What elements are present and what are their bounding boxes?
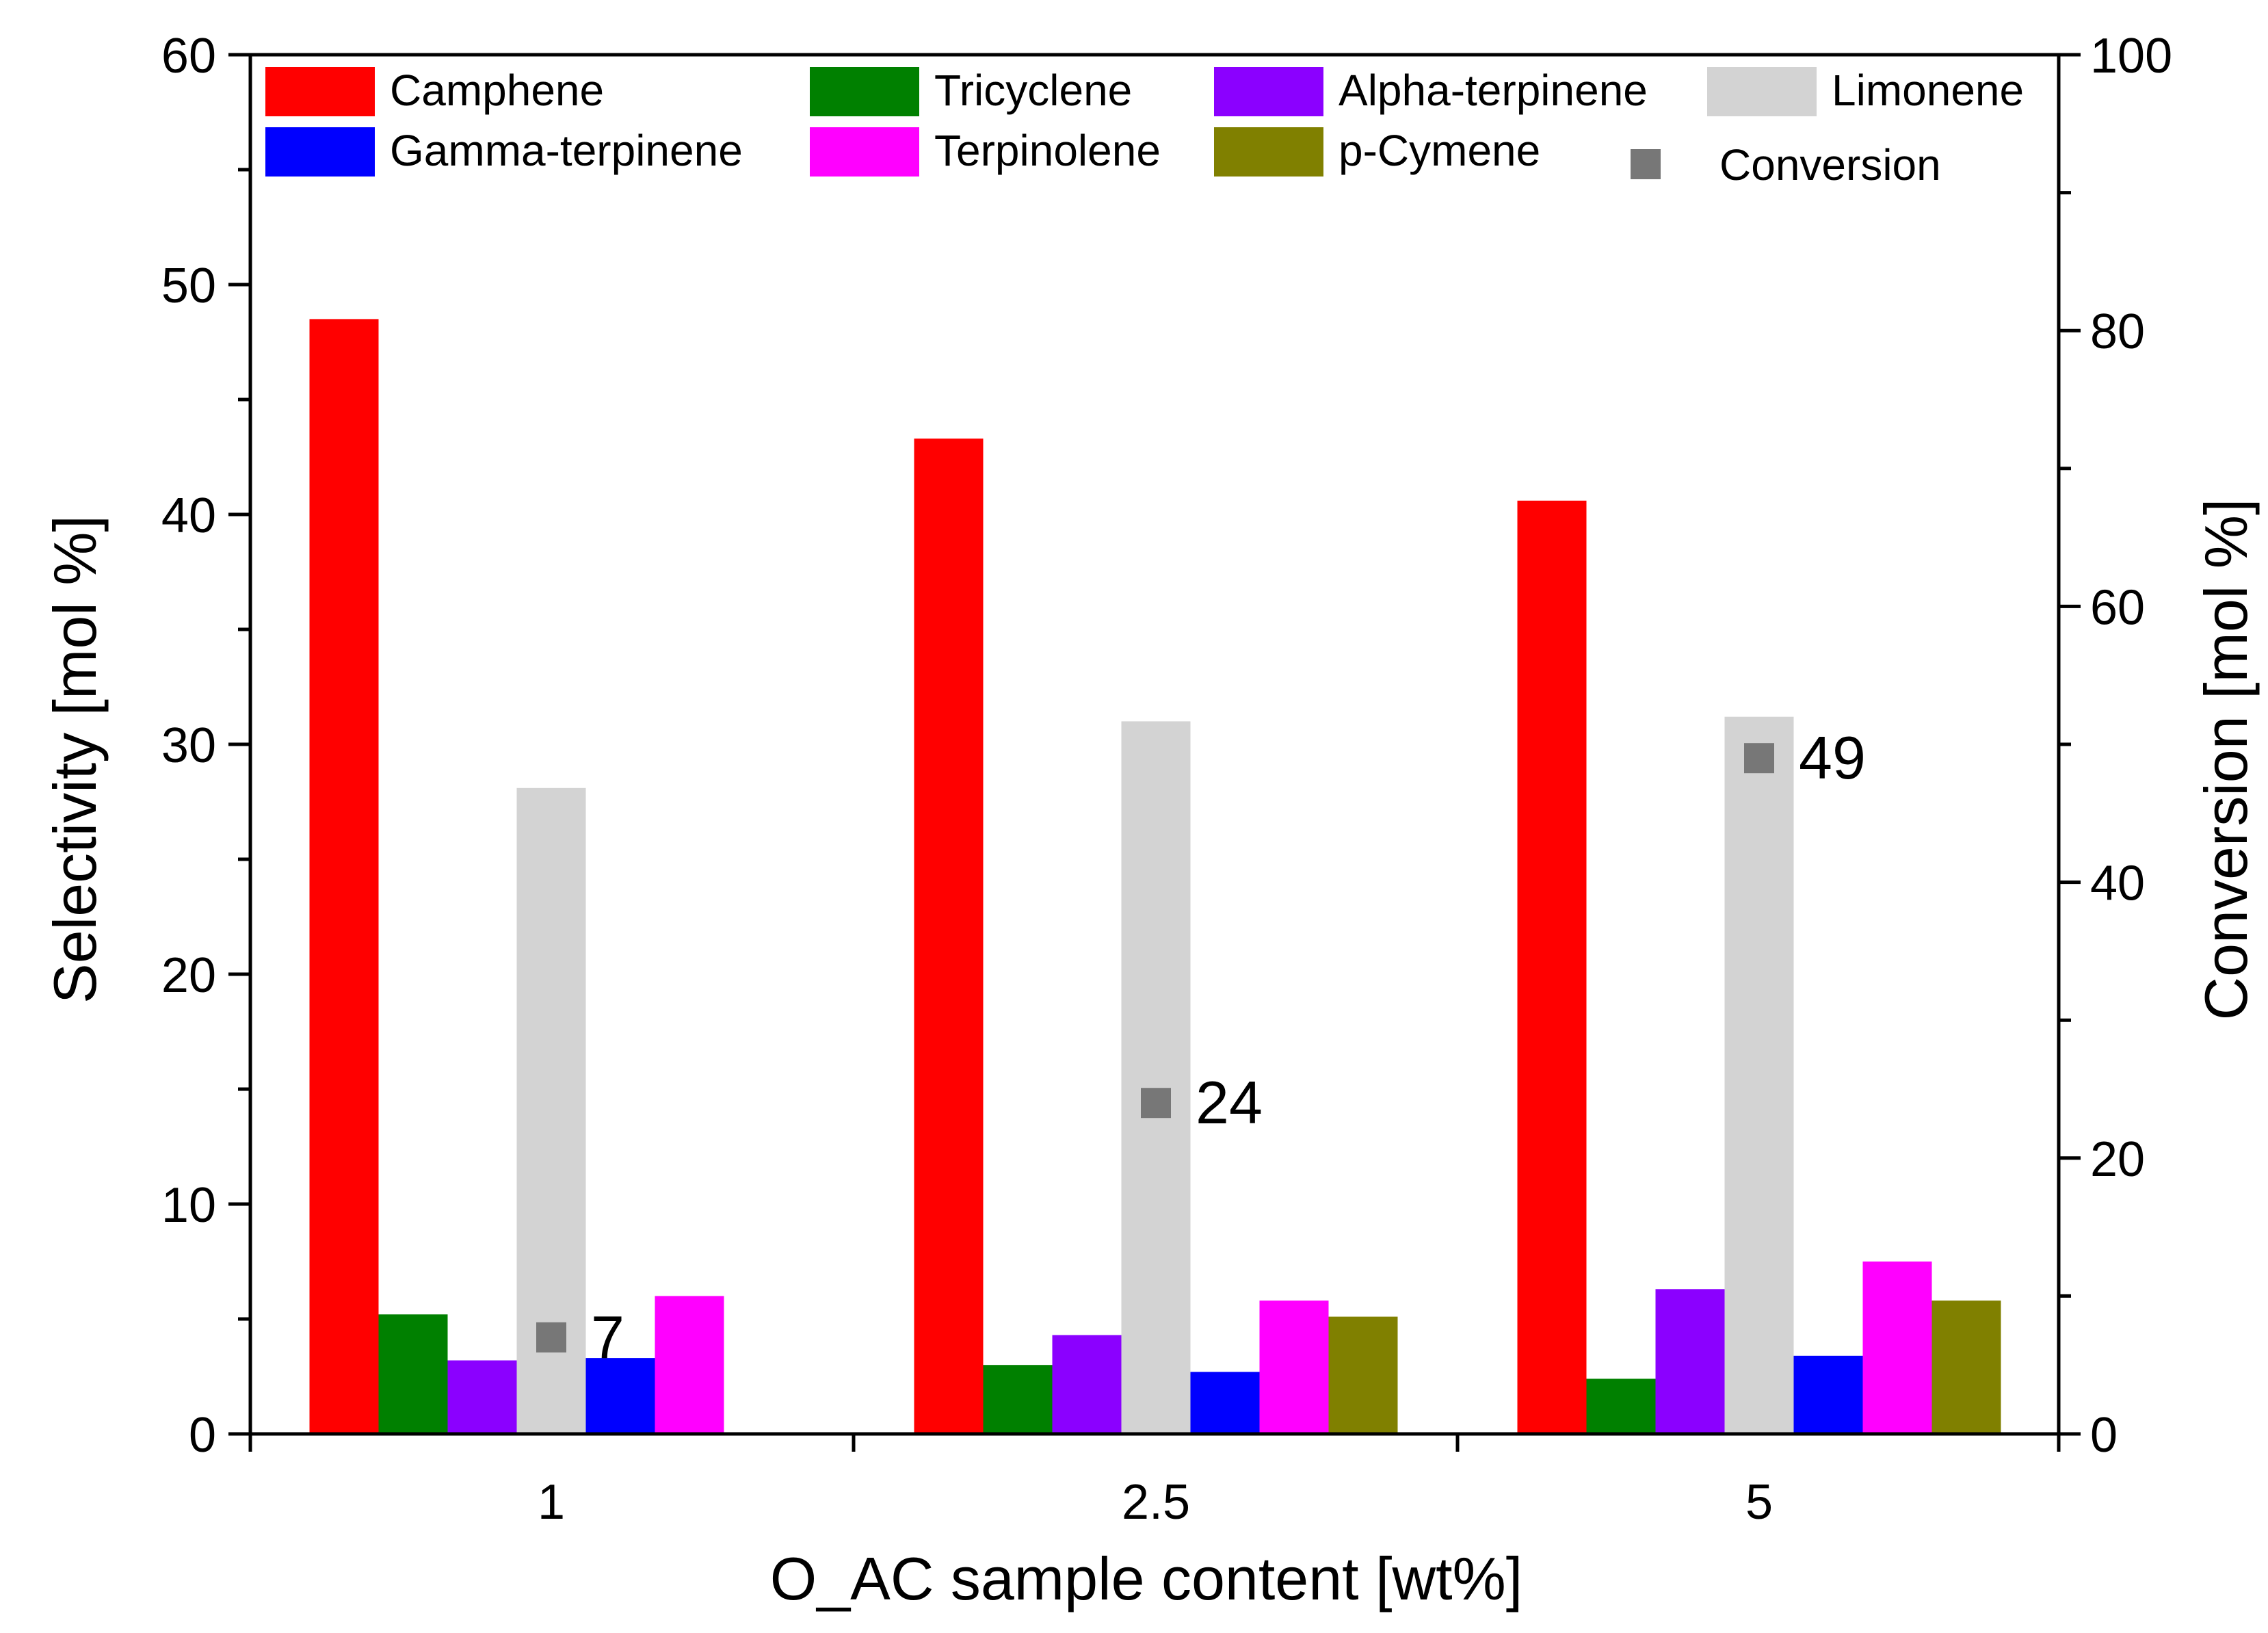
y-axis-title: Selectivity [mol %]: [41, 515, 109, 1004]
y-tick-label: 0: [189, 1408, 216, 1463]
legend-label: Gamma-terpinene: [390, 126, 743, 175]
bar-limonene-2: [1725, 717, 1794, 1434]
bar-p-cymene-2: [1932, 1301, 2001, 1434]
bar-p-cymene-1: [1329, 1317, 1398, 1434]
legend-label: Limonene: [1832, 66, 2024, 115]
bar-alpha-terpinene-0: [448, 1361, 517, 1435]
y2-tick-label: 80: [2090, 304, 2145, 359]
bar-tricyclene-1: [984, 1365, 1053, 1434]
y-tick-label: 60: [161, 29, 216, 83]
x-tick-label: 2.5: [1122, 1475, 1190, 1530]
bar-alpha-terpinene-2: [1656, 1289, 1725, 1434]
bar-limonene-1: [1122, 721, 1191, 1434]
legend-swatch: [810, 67, 919, 116]
y2-tick-label: 60: [2090, 580, 2145, 635]
selectivity-conversion-chart: 0 10 20 30 40 50 60 0 20 40 60 80 100 1 2.5 5 7 24 49 Cam…: [0, 0, 2268, 1633]
legend-swatch: [265, 127, 375, 177]
legend-swatch: [1214, 127, 1323, 177]
legend-label: Tricyclene: [934, 66, 1132, 115]
legend-label: Camphene: [390, 66, 604, 115]
bar-terpinolene-2: [1863, 1262, 1932, 1434]
legend-label: Terpinolene: [934, 126, 1161, 175]
conversion-data-label: 49: [1799, 724, 1866, 792]
conversion-marker: [536, 1322, 566, 1353]
x-tick-label: 1: [538, 1475, 565, 1530]
bar-alpha-terpinene-1: [1053, 1335, 1122, 1435]
conversion-data-label: 7: [591, 1303, 624, 1371]
y2-tick-label: 20: [2090, 1132, 2145, 1187]
conversion-data-label: 24: [1196, 1069, 1263, 1136]
legend-label-conversion: Conversion: [1719, 140, 1941, 190]
bar-tricyclene-2: [1587, 1379, 1656, 1434]
x-tick-label: 5: [1745, 1475, 1773, 1530]
bar-camphene-1: [914, 439, 984, 1434]
y-tick-label: 40: [161, 488, 216, 543]
legend-label: Alpha-terpinene: [1339, 66, 1648, 115]
y2-tick-label: 100: [2090, 29, 2172, 83]
legend-swatch: [1214, 67, 1323, 116]
conversion-marker: [1744, 743, 1774, 773]
legend-swatch: [810, 127, 919, 177]
y-tick-label: 10: [161, 1178, 216, 1233]
y-tick-label: 20: [161, 948, 216, 1003]
legend-swatch-conversion: [1631, 149, 1661, 179]
bar-camphene-2: [1518, 501, 1587, 1434]
bar-terpinolene-1: [1260, 1301, 1329, 1434]
legend-swatch: [265, 67, 375, 116]
y-tick-label: 30: [161, 718, 216, 773]
y2-tick-label: 0: [2090, 1408, 2118, 1463]
bar-gamma-terpinene-1: [1191, 1372, 1260, 1434]
x-axis-title: O_AC sample content [wt%]: [770, 1545, 1522, 1612]
y2-tick-label: 40: [2090, 857, 2145, 911]
y-tick-label: 50: [161, 259, 216, 313]
y2-axis-title: Conversion [mol %]: [2192, 499, 2260, 1021]
conversion-marker: [1141, 1088, 1171, 1118]
legend-swatch: [1707, 67, 1817, 116]
bar-terpinolene-0: [655, 1296, 724, 1434]
bar-gamma-terpinene-2: [1794, 1356, 1863, 1434]
bar-tricyclene-0: [379, 1314, 448, 1434]
legend-label: p-Cymene: [1339, 126, 1540, 175]
bar-camphene-0: [310, 319, 379, 1434]
